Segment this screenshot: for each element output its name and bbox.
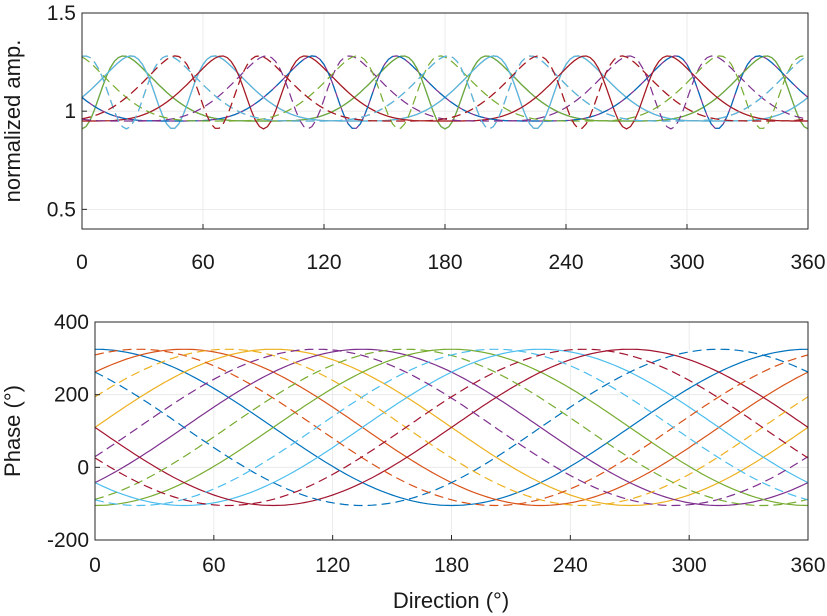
phase-series-line bbox=[94, 348, 809, 507]
phase-series-line bbox=[94, 348, 809, 507]
amplitude-series-line bbox=[81, 55, 809, 130]
amplitude-x-ticks: 0 60 120 180 240 300 360 bbox=[76, 224, 826, 274]
phase-series-line bbox=[94, 348, 809, 507]
phase-y-ticks: -200 0 200 400 bbox=[47, 311, 100, 552]
phase-series-line bbox=[94, 348, 809, 507]
phase-x-tick-label: 0 bbox=[89, 554, 101, 577]
phase-series bbox=[94, 348, 809, 507]
amplitude-x-tick-label: 240 bbox=[548, 251, 583, 274]
amplitude-series-line bbox=[81, 55, 809, 129]
phase-x-tick-label: 120 bbox=[315, 554, 350, 577]
phase-x-tick-label: 240 bbox=[553, 554, 588, 577]
amplitude-x-tick-label: 0 bbox=[76, 251, 88, 274]
phase-x-tick-label: 60 bbox=[202, 554, 225, 577]
phase-y-axis-label: Phase (°) bbox=[0, 385, 25, 477]
amplitude-x-tick-label: 360 bbox=[790, 251, 825, 274]
amplitude-x-tick-label: 60 bbox=[191, 251, 214, 274]
amplitude-series-line bbox=[82, 55, 808, 130]
amplitude-y-ticks: 0.5 1 1.5 bbox=[47, 2, 87, 221]
amplitude-y-tick-label: 1 bbox=[64, 100, 76, 123]
phase-x-ticks: 0 60 120 180 240 300 360 bbox=[89, 535, 826, 577]
phase-y-tick-label: 0 bbox=[77, 456, 89, 479]
phase-y-tick-label: 200 bbox=[54, 384, 89, 407]
amplitude-x-tick-label: 300 bbox=[669, 251, 704, 274]
amplitude-x-tick-label: 180 bbox=[427, 251, 462, 274]
phase-x-tick-label: 360 bbox=[790, 554, 825, 577]
phase-series-line bbox=[95, 348, 808, 507]
amplitude-y-tick-label: 1.5 bbox=[47, 2, 76, 25]
phase-series-line bbox=[94, 348, 809, 507]
amplitude-series-line bbox=[81, 55, 809, 130]
amplitude-y-tick-label: 0.5 bbox=[47, 198, 76, 221]
phase-y-tick-label: -200 bbox=[47, 529, 89, 552]
amplitude-series-line bbox=[81, 55, 809, 129]
amplitude-x-tick-label: 120 bbox=[306, 251, 341, 274]
amplitude-series bbox=[81, 55, 809, 130]
phase-x-tick-label: 180 bbox=[434, 554, 469, 577]
phase-series-line bbox=[94, 348, 809, 507]
phase-x-axis-label: Direction (°) bbox=[393, 588, 509, 613]
amplitude-y-axis-label: normalized amp. bbox=[0, 40, 25, 203]
phase-series-line bbox=[94, 348, 809, 507]
phase-series-line bbox=[94, 348, 809, 507]
amplitude-plot: 0 60 120 180 240 300 360 0.5 1 1.5 normalized am… bbox=[0, 2, 826, 274]
phase-y-tick-label: 400 bbox=[54, 311, 89, 334]
phase-series-line bbox=[94, 348, 809, 507]
phase-x-tick-label: 300 bbox=[672, 554, 707, 577]
